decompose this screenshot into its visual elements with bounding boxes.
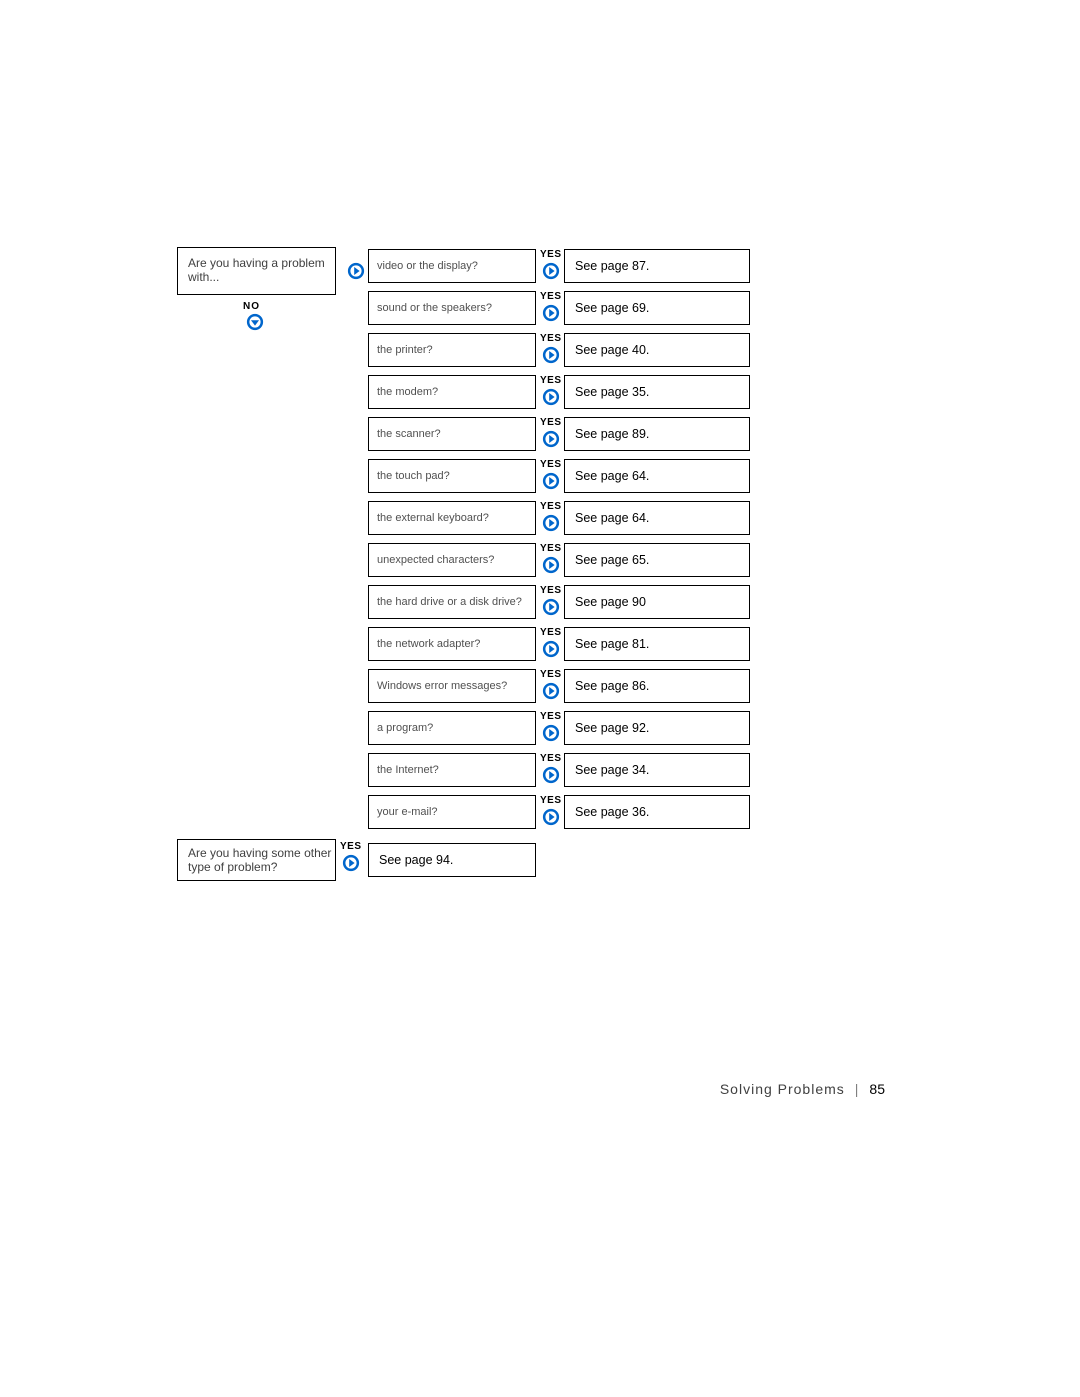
arrow-right-icon (542, 304, 560, 322)
answer-box: See page 87. (564, 249, 750, 283)
answer-box: See page 92. (564, 711, 750, 745)
yes-label: YES (540, 711, 562, 722)
answer-box: See page 94. (368, 843, 536, 877)
footer-separator: | (855, 1081, 860, 1097)
yes-label: YES (540, 585, 562, 596)
problem-box: the network adapter? (368, 627, 536, 661)
answer-box: See page 90 (564, 585, 750, 619)
problem-box: the modem? (368, 375, 536, 409)
arrow-right-icon (542, 472, 560, 490)
yes-label: YES (540, 291, 562, 302)
problem-box: sound or the speakers? (368, 291, 536, 325)
answer-box: See page 69. (564, 291, 750, 325)
page-footer: Solving Problems | 85 (720, 1081, 885, 1097)
problem-box: the external keyboard? (368, 501, 536, 535)
answer-box: See page 34. (564, 753, 750, 787)
problem-box: the touch pad? (368, 459, 536, 493)
arrow-right-icon (542, 556, 560, 574)
answer-box: See page 36. (564, 795, 750, 829)
arrow-right-icon (347, 262, 365, 280)
answer-box: See page 81. (564, 627, 750, 661)
answer-box: See page 64. (564, 501, 750, 535)
problem-box: a program? (368, 711, 536, 745)
yes-label: YES (540, 417, 562, 428)
problem-box: your e-mail? (368, 795, 536, 829)
question-box-other: Are you having some other type of proble… (177, 839, 336, 881)
arrow-right-icon (542, 808, 560, 826)
arrow-right-icon (542, 724, 560, 742)
yes-label: YES (540, 501, 562, 512)
yes-label: YES (340, 841, 362, 852)
problem-box: unexpected characters? (368, 543, 536, 577)
problem-box: video or the display? (368, 249, 536, 283)
page: Are you having a problem with... NO video … (0, 0, 1080, 1397)
answer-box: See page 35. (564, 375, 750, 409)
arrow-right-icon (542, 262, 560, 280)
arrow-right-icon (542, 598, 560, 616)
problem-box: the hard drive or a disk drive? (368, 585, 536, 619)
yes-label: YES (540, 375, 562, 386)
arrow-right-icon (542, 514, 560, 532)
answer-box: See page 64. (564, 459, 750, 493)
footer-page-number: 85 (869, 1081, 885, 1097)
arrow-down-icon (246, 313, 264, 331)
problem-box: the Internet? (368, 753, 536, 787)
yes-label: YES (540, 627, 562, 638)
yes-label: YES (540, 753, 562, 764)
arrow-right-icon (342, 854, 360, 872)
problem-box: the printer? (368, 333, 536, 367)
no-label: NO (243, 301, 260, 312)
question-box-main: Are you having a problem with... (177, 247, 336, 295)
answer-box: See page 89. (564, 417, 750, 451)
problem-box: the scanner? (368, 417, 536, 451)
yes-label: YES (540, 795, 562, 806)
arrow-right-icon (542, 682, 560, 700)
footer-title: Solving Problems (720, 1081, 845, 1097)
yes-label: YES (540, 459, 562, 470)
arrow-right-icon (542, 430, 560, 448)
yes-label: YES (540, 249, 562, 260)
answer-box: See page 86. (564, 669, 750, 703)
problem-box: Windows error messages? (368, 669, 536, 703)
arrow-right-icon (542, 766, 560, 784)
arrow-right-icon (542, 640, 560, 658)
arrow-right-icon (542, 346, 560, 364)
answer-box: See page 40. (564, 333, 750, 367)
arrow-right-icon (542, 388, 560, 406)
answer-box: See page 65. (564, 543, 750, 577)
yes-label: YES (540, 333, 562, 344)
yes-label: YES (540, 669, 562, 680)
yes-label: YES (540, 543, 562, 554)
